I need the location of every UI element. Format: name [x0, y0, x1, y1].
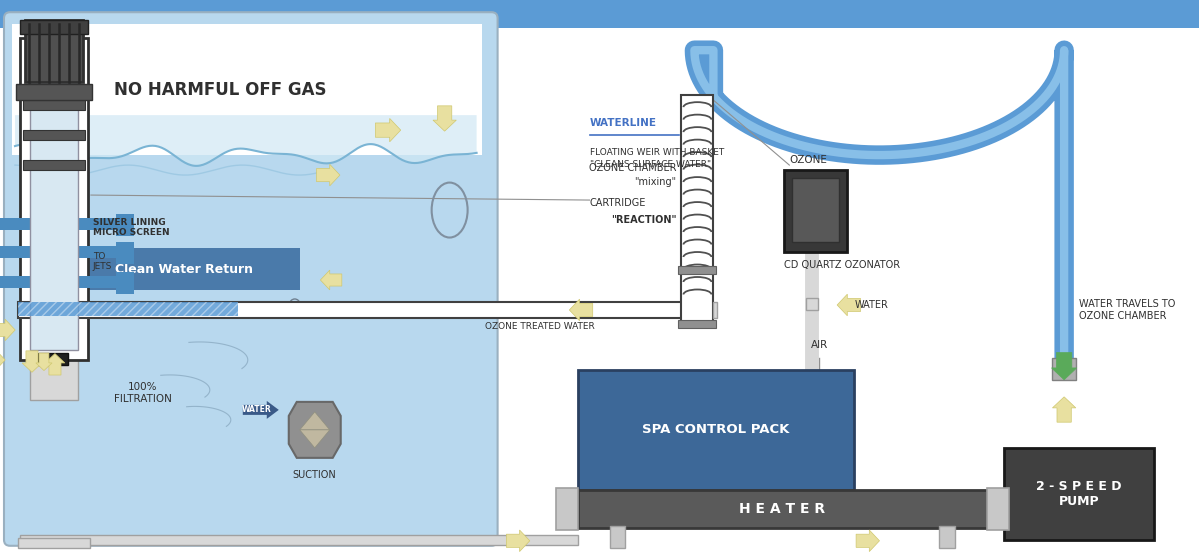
- Bar: [20, 535, 577, 545]
- Bar: [577, 370, 854, 490]
- Bar: [0, 0, 1199, 28]
- Bar: [30, 48, 78, 350]
- Text: NO HARMFUL OFF GAS: NO HARMFUL OFF GAS: [114, 81, 326, 99]
- Text: 2 - S P E E D
PUMP: 2 - S P E E D PUMP: [1037, 480, 1122, 508]
- Text: WATERLINE: WATERLINE: [589, 118, 656, 128]
- Text: SUCTION: SUCTION: [293, 470, 337, 480]
- Polygon shape: [22, 351, 42, 372]
- Text: CD QUARTZ OZONATOR: CD QUARTZ OZONATOR: [785, 260, 900, 270]
- Bar: [30, 350, 78, 400]
- Bar: [16, 84, 92, 100]
- Bar: [23, 130, 85, 140]
- Polygon shape: [376, 119, 401, 142]
- Bar: [1004, 448, 1154, 540]
- Polygon shape: [856, 530, 880, 552]
- Bar: [1004, 490, 1009, 528]
- Bar: [25, 20, 83, 82]
- Polygon shape: [46, 353, 65, 375]
- Bar: [116, 242, 134, 264]
- Polygon shape: [506, 530, 529, 552]
- Text: OZONE CHAMBER: OZONE CHAMBER: [589, 163, 677, 173]
- Polygon shape: [1052, 397, 1076, 422]
- Bar: [988, 488, 1009, 530]
- Bar: [20, 20, 88, 34]
- Polygon shape: [242, 401, 278, 419]
- Bar: [678, 266, 716, 274]
- Bar: [556, 488, 577, 530]
- Bar: [38, 353, 68, 365]
- Polygon shape: [300, 430, 330, 448]
- Bar: [940, 526, 955, 548]
- Polygon shape: [838, 294, 860, 316]
- Bar: [116, 272, 134, 294]
- Bar: [18, 302, 238, 316]
- Text: OZONE TREATED WATER: OZONE TREATED WATER: [485, 322, 594, 331]
- Polygon shape: [433, 106, 456, 131]
- Polygon shape: [0, 349, 5, 371]
- Bar: [23, 100, 85, 110]
- Bar: [88, 278, 118, 288]
- Bar: [678, 320, 716, 328]
- Bar: [785, 170, 847, 252]
- Text: TO
JETS: TO JETS: [92, 252, 113, 271]
- FancyBboxPatch shape: [4, 12, 498, 546]
- Bar: [0, 218, 116, 230]
- Bar: [0, 276, 116, 288]
- Bar: [1052, 358, 1076, 380]
- Text: SILVER LINING
MICRO SCREEN: SILVER LINING MICRO SCREEN: [92, 218, 169, 238]
- Polygon shape: [317, 165, 340, 186]
- Text: WATER: WATER: [854, 300, 888, 310]
- Bar: [23, 160, 85, 170]
- Text: "mixing": "mixing": [635, 177, 677, 187]
- Bar: [806, 298, 818, 310]
- Bar: [610, 526, 625, 548]
- Text: H E A T E R: H E A T E R: [739, 502, 826, 516]
- Bar: [714, 302, 718, 318]
- Bar: [0, 246, 116, 258]
- Text: "REACTION": "REACTION": [611, 215, 677, 225]
- Polygon shape: [289, 402, 341, 458]
- Polygon shape: [320, 270, 342, 290]
- Bar: [577, 490, 988, 528]
- Text: WATER: WATER: [242, 406, 271, 414]
- Polygon shape: [300, 412, 330, 430]
- Text: FLOATING WEIR WITH BASKET: FLOATING WEIR WITH BASKET: [589, 148, 724, 157]
- Text: "CLEANS SURFACE WATER": "CLEANS SURFACE WATER": [589, 160, 710, 169]
- Text: WATER TRAVELS TO
OZONE CHAMBER: WATER TRAVELS TO OZONE CHAMBER: [1079, 299, 1176, 321]
- Bar: [20, 38, 88, 360]
- Bar: [88, 248, 118, 258]
- Bar: [18, 302, 238, 316]
- Polygon shape: [569, 299, 593, 321]
- Text: Clean Water Return: Clean Water Return: [115, 263, 253, 275]
- Polygon shape: [1051, 352, 1076, 380]
- Text: OZONE: OZONE: [790, 155, 827, 165]
- Bar: [68, 248, 300, 290]
- Text: CARTRIDGE: CARTRIDGE: [589, 198, 646, 208]
- Text: AIR: AIR: [811, 340, 828, 350]
- Bar: [682, 95, 714, 325]
- Polygon shape: [0, 319, 16, 341]
- Text: 100%
FILTRATION: 100% FILTRATION: [114, 382, 172, 403]
- Bar: [792, 178, 839, 242]
- Bar: [18, 302, 697, 318]
- Bar: [88, 220, 118, 230]
- Bar: [116, 214, 134, 236]
- Text: SPA CONTROL PACK: SPA CONTROL PACK: [642, 423, 790, 437]
- Bar: [12, 24, 481, 155]
- Bar: [18, 538, 90, 548]
- Polygon shape: [36, 353, 52, 371]
